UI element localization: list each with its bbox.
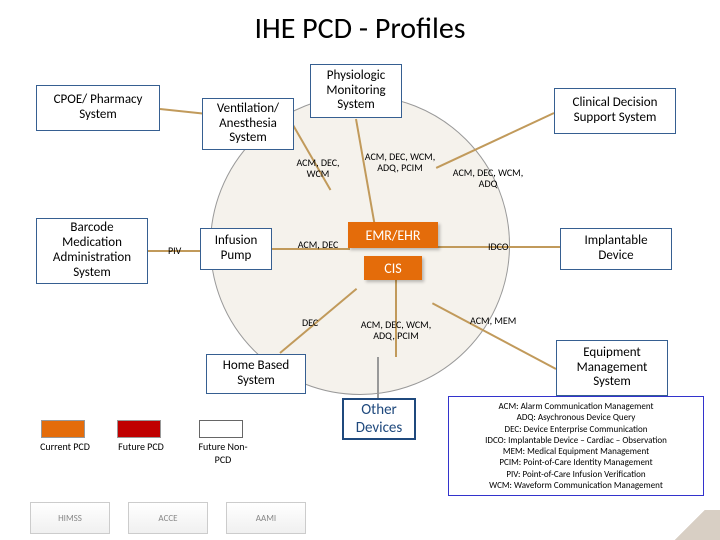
- edge-1: ACM, DEC, WCM: [296, 158, 340, 179]
- box-barcode: Barcode Medication Administration System: [36, 218, 148, 284]
- edge-7: DEC: [302, 318, 318, 329]
- box-implant: Implantable Device: [560, 228, 672, 270]
- legend-nonpcd: Future Non-PCD: [198, 420, 248, 466]
- legend-current: Current PCD: [40, 420, 90, 453]
- edge-5: ACM, DEC: [296, 240, 340, 251]
- edge-2: ACM, DEC, WCM, ADQ, PCIM: [364, 152, 436, 173]
- box-ventilation: Ventilation/ Anesthesia System: [202, 98, 294, 150]
- edge-8: ACM, DEC, WCM, ADQ, PCIM: [360, 320, 432, 341]
- box-home: Home Based System: [206, 354, 306, 394]
- edge-3: ACM, DEC, WCM, ADQ: [452, 168, 524, 189]
- edge-4: PIV: [168, 246, 181, 257]
- swatch-current: [41, 420, 85, 438]
- swatch-nonpcd: [199, 420, 243, 438]
- box-eqmgmt: Equipment Management System: [556, 340, 668, 396]
- logo-aami: AAMI: [226, 502, 306, 534]
- center-other: Other Devices: [342, 398, 416, 440]
- box-infusion: Infusion Pump: [200, 228, 272, 270]
- logo-acce: ACCE: [128, 502, 208, 534]
- page-corner-decoration: [660, 510, 720, 540]
- page-title: IHE PCD - Profiles: [0, 0, 720, 47]
- center-emr: EMR/EHR: [348, 222, 438, 248]
- glossary-box: ACM: Alarm Communication ManagementADQ: …: [448, 396, 704, 496]
- swatch-future: [117, 420, 161, 438]
- box-physio: Physiologic Monitoring System: [310, 64, 402, 118]
- center-cis: CIS: [364, 256, 422, 280]
- edge-6: IDCO: [488, 242, 509, 253]
- box-cds: Clinical Decision Support System: [554, 88, 676, 134]
- box-cpoe: CPOE/ Pharmacy System: [36, 85, 160, 131]
- logo-row: HIMSS ACCE AAMI: [30, 502, 306, 534]
- legend-future: Future PCD: [116, 420, 166, 453]
- edge-9: ACM, MEM: [470, 316, 516, 327]
- logo-himss: HIMSS: [30, 502, 110, 534]
